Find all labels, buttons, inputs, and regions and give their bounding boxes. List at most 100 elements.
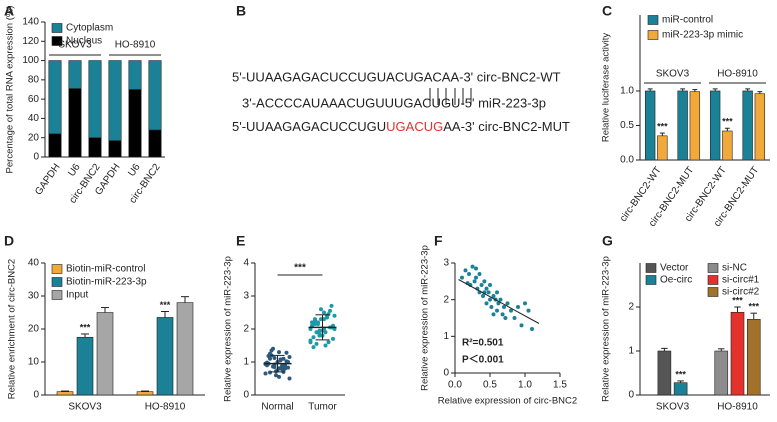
bar-segment [68, 88, 82, 158]
annotation: P＜0.001 [462, 354, 504, 366]
significance: *** [80, 322, 91, 332]
point [463, 268, 468, 273]
panel-label: E [236, 233, 245, 249]
group-label: SKOV3 [58, 40, 92, 51]
bar [709, 90, 721, 161]
x-tick-label: GAPDH [33, 162, 62, 197]
y-tick-label: 4 [243, 258, 249, 269]
significance: *** [722, 117, 733, 127]
legend-label: miR-223-3p mimic [662, 30, 743, 41]
y-tick-label: 0 [33, 390, 39, 401]
bar [754, 93, 766, 161]
y-tick-label: 3 [243, 291, 249, 302]
point [503, 316, 508, 320]
point [472, 279, 477, 284]
legend-swatch [645, 275, 657, 285]
significance: *** [748, 302, 759, 312]
point [484, 286, 489, 291]
point [268, 370, 272, 375]
legend-swatch [51, 23, 63, 33]
legend-swatch [707, 275, 719, 285]
y-tick-label: 30 [28, 291, 40, 302]
wt-sequence: 5'-UUAAGAGACUCCUGUACUGACAA-3' circ-BNC2-… [232, 69, 561, 84]
point [481, 294, 485, 298]
point [509, 308, 513, 313]
legend-label: Biotin-miR-control [66, 264, 145, 275]
point [326, 340, 331, 345]
point [284, 359, 289, 364]
y-tick-label: 0 [33, 152, 39, 163]
legend-label: si-circ#1 [722, 275, 760, 286]
y-axis-label: Percentage of total RNA expression (%) [5, 6, 16, 174]
bar [677, 90, 688, 161]
legend-label: Cytoplasm [66, 23, 113, 34]
x-tick-label: HO-8910 [717, 402, 758, 413]
legend-label: si-circ#2 [722, 287, 760, 298]
legend-swatch [51, 277, 63, 287]
bar [746, 319, 761, 396]
bar [136, 391, 154, 396]
legend-label: si-NC [722, 263, 747, 274]
x-tick-label: SKOV3 [68, 402, 102, 413]
y-axis-label: Relative expression of miR-223-3p [420, 245, 431, 391]
legend-swatch [645, 263, 657, 273]
bar-segment [128, 60, 142, 90]
y-axis-label: Relative luciferase activity [601, 33, 612, 143]
point [519, 323, 524, 328]
x-tick-label: 0.5 [483, 380, 497, 391]
x-tick-label: 1.0 [518, 380, 532, 391]
point [491, 312, 496, 317]
point [310, 320, 314, 325]
y-tick-label: 20 [28, 324, 40, 335]
bar [96, 312, 114, 396]
point [284, 350, 289, 355]
group-label: HO-8910 [717, 69, 758, 80]
point [308, 340, 313, 345]
point [489, 305, 494, 309]
point [484, 301, 489, 306]
x-tick-label: U6 [66, 162, 83, 179]
x-tick-label: 0.0 [448, 380, 462, 391]
y-tick-label: 0 [443, 368, 449, 379]
bar-segment [48, 60, 62, 135]
y-tick-label: 80 [28, 74, 40, 85]
point [314, 341, 319, 346]
point [488, 297, 492, 302]
y-tick-label: 2 [628, 302, 634, 313]
bar [742, 90, 753, 161]
point [332, 313, 337, 318]
legend-label: Biotin-miR-223-3p [66, 277, 147, 288]
panel-label: D [4, 233, 14, 249]
y-tick-label: 40 [28, 258, 40, 269]
bar-segment [108, 60, 122, 141]
point [313, 322, 317, 327]
mut-part: AA-3' circ-BNC2-MUT [443, 119, 570, 134]
legend-swatch [51, 290, 63, 300]
point [286, 365, 290, 370]
point [323, 343, 328, 348]
bar [730, 311, 745, 396]
bar [673, 382, 688, 396]
point [467, 272, 471, 276]
significance: *** [294, 263, 306, 274]
bar [657, 350, 672, 396]
point [470, 264, 475, 269]
y-tick-label: 60 [28, 94, 40, 105]
point [272, 356, 277, 361]
y-tick-label: 20 [28, 132, 40, 143]
y-tick-label: 1 [443, 331, 449, 342]
y-tick-label: 10 [28, 357, 40, 368]
y-axis-label: Relative expression of miR-223-3p [223, 256, 234, 402]
point [523, 301, 527, 306]
mut-part: 5'-UUAAGAGACUCCUGU [232, 119, 386, 134]
point [283, 366, 287, 371]
point [516, 305, 520, 309]
bar [76, 336, 94, 396]
pairing-bars [429, 88, 472, 105]
mut-part: UGACUG [386, 119, 443, 134]
y-tick-label: 0 [243, 390, 249, 401]
bar-segment [48, 133, 62, 158]
y-tick-label: 1 [628, 346, 634, 357]
point [278, 357, 283, 362]
